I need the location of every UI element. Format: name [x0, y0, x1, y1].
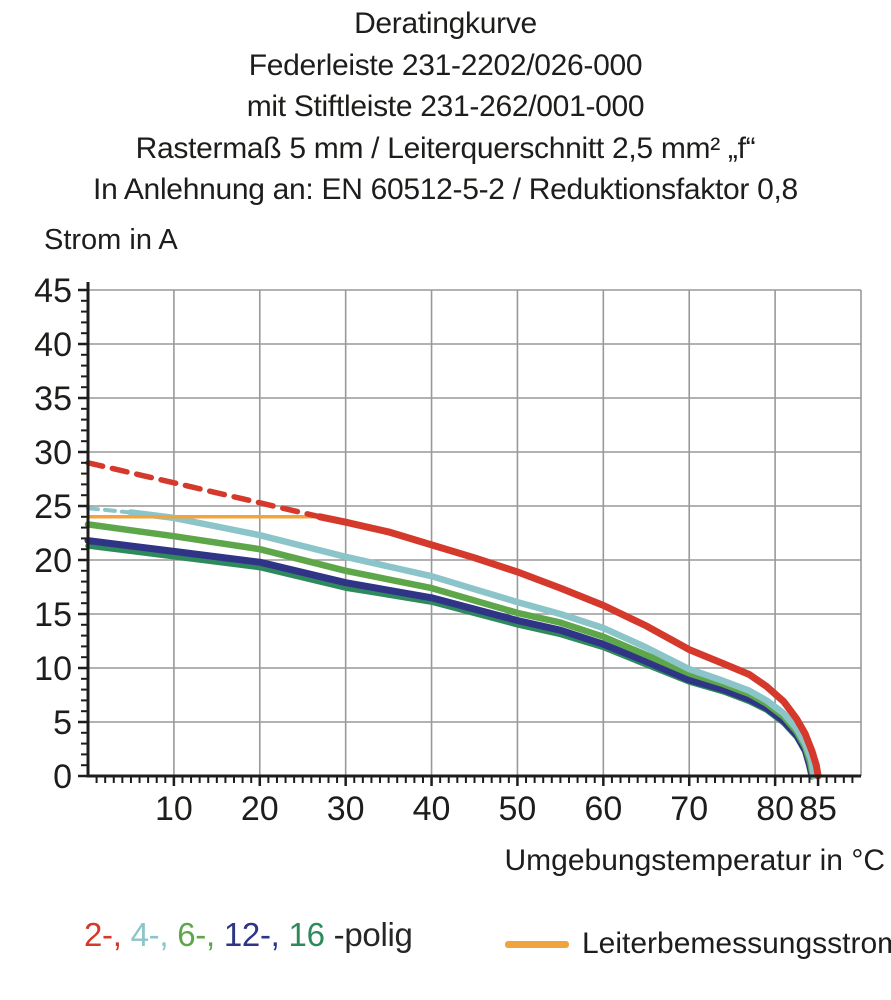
title-line-2: Federleiste 231-2202/026-000 — [248, 48, 643, 82]
title-line-5: In Anlehnung an: EN 60512-5-2 / Reduktio… — [93, 173, 798, 206]
rated-current-line-swatch — [505, 940, 569, 948]
svg-text:60: 60 — [584, 790, 622, 828]
legend-rated-current: Leiterbemessungsstrom — [505, 922, 891, 966]
chart-title-block: Deratingkurve Federleiste 231-2202/026-0… — [0, 0, 891, 211]
svg-text:35: 35 — [34, 380, 72, 418]
y-axis-title: Strom in A — [44, 224, 178, 256]
title-line-3: mit Stiftleiste 231-262/001-000 — [246, 90, 645, 123]
svg-text:70: 70 — [670, 790, 708, 828]
legend-pole-6: 6-, — [177, 916, 215, 953]
title-line-1: Deratingkurve — [354, 7, 537, 40]
svg-text:80: 80 — [756, 790, 794, 828]
legend-pole-4: 4-, — [130, 916, 169, 953]
svg-text:30: 30 — [327, 790, 365, 828]
svg-text:30: 30 — [34, 434, 72, 472]
svg-text:20: 20 — [34, 542, 72, 580]
rated-current-label: Leiterbemessungsstrom — [582, 927, 891, 960]
svg-text:25: 25 — [34, 488, 72, 526]
svg-text:40: 40 — [413, 790, 451, 828]
svg-text:20: 20 — [241, 790, 279, 828]
legend-poles: 2-, 4-, 6-, 12-, 16 -polig — [84, 916, 413, 954]
legend-pole-16: 16 — [288, 916, 325, 953]
svg-text:10: 10 — [155, 790, 193, 828]
legend-pole-2: 2-, — [84, 916, 122, 953]
svg-text:5: 5 — [53, 704, 72, 742]
svg-text:0: 0 — [53, 758, 72, 796]
x-axis-title: Umgebungstemperatur in °C — [504, 844, 885, 877]
title-line-4: Rastermaß 5 mm / Leiterquerschnitt 2,5 m… — [135, 131, 756, 165]
svg-text:50: 50 — [499, 790, 537, 828]
svg-text:15: 15 — [34, 596, 72, 634]
svg-text:45: 45 — [34, 272, 72, 310]
svg-text:85: 85 — [799, 790, 837, 828]
legend-pole-12: 12-, — [223, 916, 280, 953]
legend-pole-suffix: -polig — [333, 916, 413, 953]
svg-text:10: 10 — [34, 650, 72, 688]
svg-text:40: 40 — [34, 326, 72, 364]
